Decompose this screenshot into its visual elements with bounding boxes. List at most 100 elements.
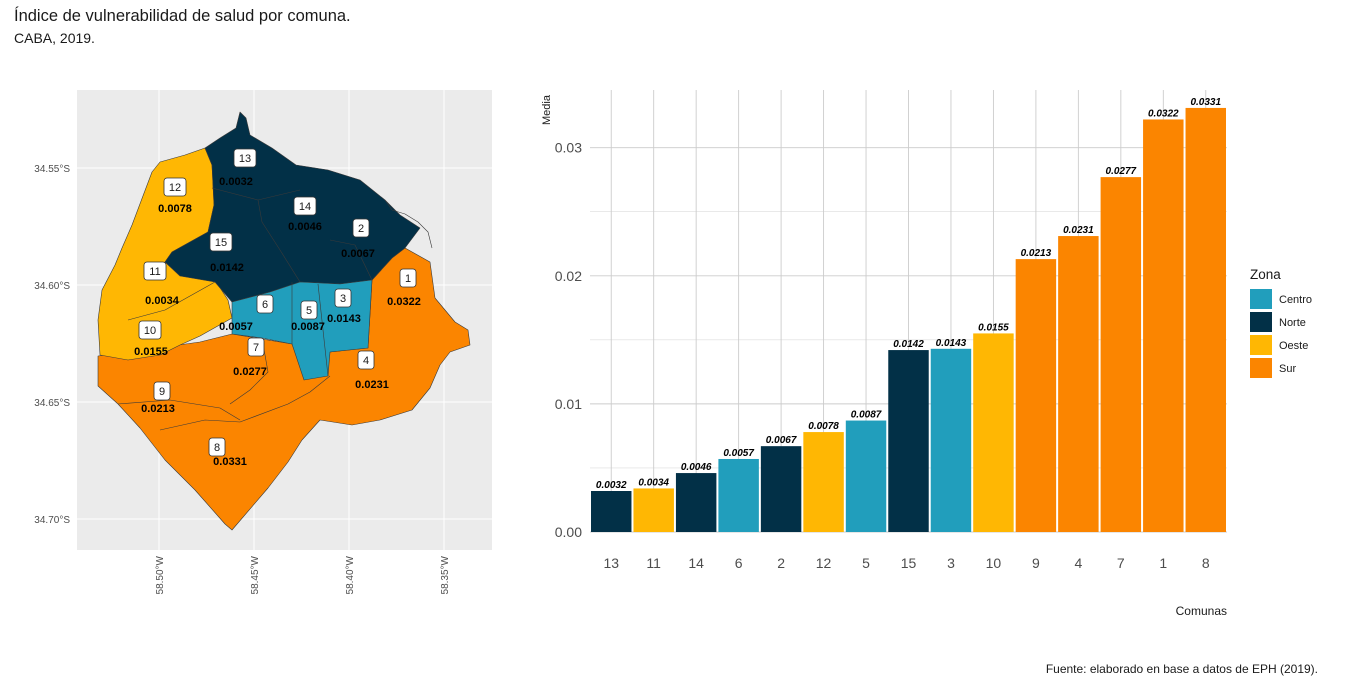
comuna-number-label: 14 (299, 201, 311, 213)
zone-norte-area (164, 111, 421, 303)
legend-key-centro (1250, 289, 1272, 309)
bar-value-label: 0.0078 (808, 421, 839, 432)
comuna-label-box (300, 300, 318, 320)
map-x-tick-label: 58.35°W (440, 555, 451, 594)
comuna-boundaries (117, 187, 373, 431)
comuna-number-label: 4 (363, 355, 369, 367)
comuna-value-label: 0.0155 (134, 346, 168, 358)
x-tick-label: 1 (1159, 555, 1167, 571)
bar-chart: 0.0032 0.00340.00460.00570.00670.00780.00… (541, 90, 1312, 618)
legend-label: Oeste (1279, 340, 1308, 352)
comuna-number-label: 5 (306, 305, 312, 317)
comuna-label-box (247, 337, 265, 357)
map-y-tick-label: 34.55°S (34, 164, 70, 175)
bar-comuna-4 (1058, 236, 1099, 532)
comuna-number-label: 11 (149, 266, 160, 278)
x-tick-label: 12 (816, 555, 832, 571)
legend-key-norte (1250, 312, 1272, 332)
bar-comuna-13 (591, 491, 632, 532)
y-tick-label: 0.03 (555, 140, 582, 156)
comuna-number-label: 2 (358, 223, 364, 235)
legend-key-sur (1250, 358, 1272, 378)
comuna-label-box (208, 437, 226, 457)
map-x-tick-label: 58.50°W (155, 555, 166, 594)
x-tick-label: 7 (1117, 555, 1125, 571)
map-x-axis: 58.50°W 58.45°W 58.40°W 58.35°W (155, 555, 451, 594)
map-y-axis: 34.55°S 34.60°S 34.65°S 34.70°S (34, 164, 70, 526)
comuna-label-box (293, 196, 317, 216)
page-subtitle: CABA, 2019. (14, 30, 95, 46)
map-y-tick-label: 34.70°S (34, 515, 70, 526)
comuna-label-box (256, 294, 274, 314)
bar-value-label: 0.0322 (1148, 108, 1179, 119)
legend-title: Zona (1250, 267, 1281, 282)
comuna-value-label: 0.0322 (387, 296, 421, 308)
comuna-number-label: 3 (340, 293, 346, 305)
map-y-tick-label: 34.60°S (34, 281, 70, 292)
comuna-label-box (209, 232, 233, 252)
comuna-number-label: 9 (159, 386, 165, 398)
bar-comuna-8 (1185, 107, 1226, 533)
comuna-value-label: 0.0231 (355, 379, 389, 391)
comuna-number-label: 1 (405, 273, 411, 285)
bar-comuna-11 (633, 488, 674, 532)
comuna-value-label: 0.0143 (327, 313, 361, 325)
map-y-tick-label: 34.65°S (34, 398, 70, 409)
comuna-label-box (233, 148, 257, 168)
x-tick-label: 2 (777, 555, 785, 571)
comuna-label-box (143, 261, 167, 281)
comuna-label-box (163, 177, 187, 197)
comuna-number-label: 13 (239, 153, 251, 165)
bar-comuna-10 (973, 333, 1014, 532)
comuna-value-label: 0.0087 (291, 321, 325, 333)
bar-value-label: 0.0142 (893, 339, 924, 350)
comuna-number-label: 12 (169, 182, 181, 194)
x-tick-label: 10 (986, 555, 1002, 571)
legend-label: Norte (1279, 317, 1306, 329)
bar-comuna-5 (845, 420, 887, 532)
bar-value-label: 0.0087 (851, 410, 882, 421)
x-tick-label: 5 (862, 555, 870, 571)
bar-comuna-3 (930, 348, 972, 532)
x-tick-label: 14 (688, 555, 704, 571)
legend-label: Sur (1279, 363, 1296, 375)
comuna-number-label: 10 (144, 325, 156, 337)
comuna-value-label: 0.0078 (158, 203, 192, 215)
comuna-number-label: 8 (214, 442, 220, 454)
x-tick-label: 13 (603, 555, 619, 571)
bar-value-label: 0.0331 (1190, 97, 1221, 108)
x-tick-label: 4 (1074, 555, 1082, 571)
bar-value-label: 0.0213 (1021, 248, 1052, 259)
comuna-label-box (334, 288, 352, 308)
bar-value-label: 0.0057 (723, 448, 754, 459)
bar-value-label: 0.0231 (1063, 225, 1094, 236)
bar-comuna-2 (760, 446, 802, 532)
bar-comuna-1 (1143, 119, 1184, 532)
y-tick-label: 0.02 (555, 268, 582, 284)
y-tick-label: 0.01 (555, 396, 582, 412)
comuna-value-label: 0.0067 (341, 248, 375, 260)
bar-value-label: 0.0277 (1106, 166, 1137, 177)
x-tick-label: 3 (947, 555, 955, 571)
x-tick-label: 11 (646, 555, 661, 571)
source-caption: Fuente: elaborado en base a datos de EPH… (1045, 662, 1318, 676)
comuna-value-label: 0.0213 (141, 403, 175, 415)
bar-value-label: 0.0143 (936, 338, 967, 349)
comuna-label-box (352, 218, 370, 238)
comuna-label-box (153, 381, 171, 401)
x-tick-label: 6 (735, 555, 743, 571)
bar-value-label: 0.0155 (978, 322, 1009, 333)
bar-comuna-6 (718, 458, 759, 532)
x-tick-label: 9 (1032, 555, 1040, 571)
comuna-label-box (357, 350, 375, 370)
comuna-number-label: 6 (262, 299, 268, 311)
legend: Zona Centro Norte Oeste Sur (1250, 267, 1312, 378)
legend-label: Centro (1279, 294, 1312, 306)
comuna-value-label: 0.0032 (219, 176, 253, 188)
comuna-number-label: 7 (253, 342, 259, 354)
bar-comuna-14 (675, 473, 717, 532)
comuna-label-box (138, 320, 162, 340)
map-x-tick-label: 58.45°W (250, 555, 261, 594)
y-tick-label: 0.00 (555, 524, 582, 540)
